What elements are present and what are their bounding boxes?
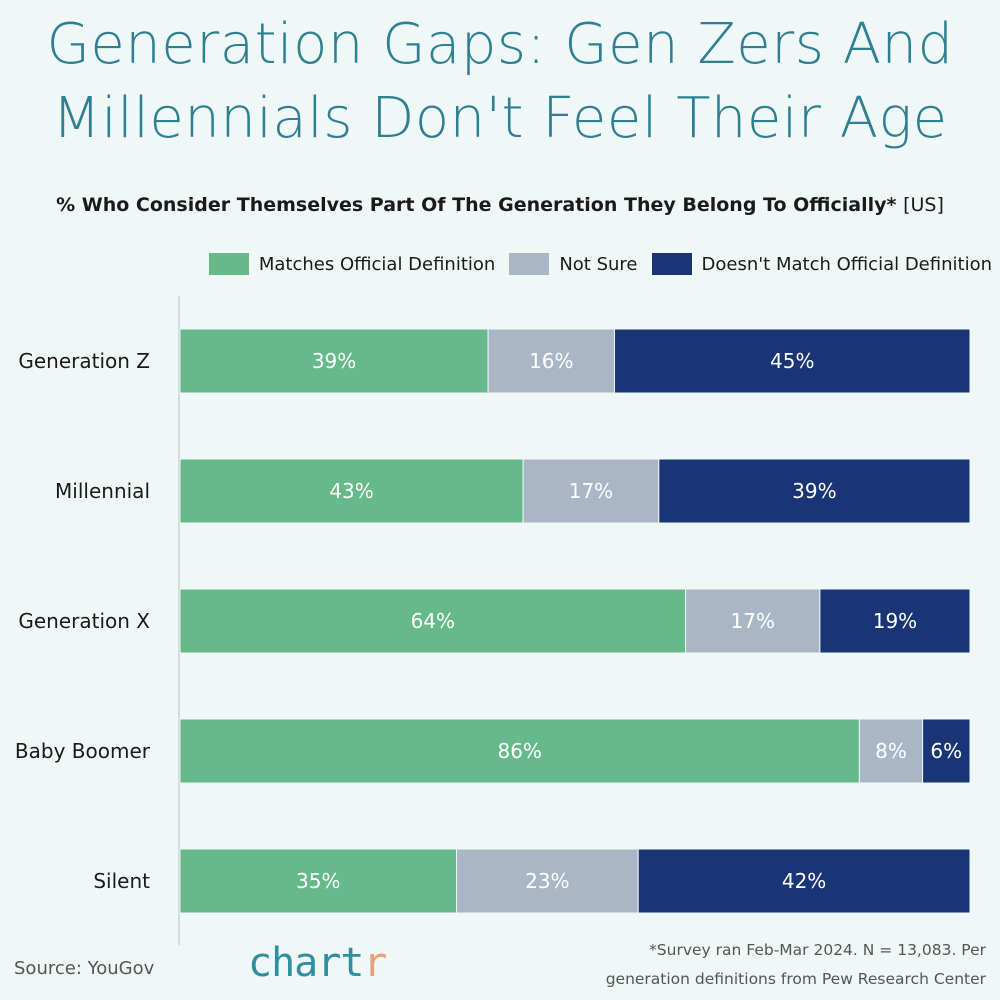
data-label: 8% xyxy=(875,739,907,763)
bar-segment xyxy=(179,328,489,394)
bar-segment xyxy=(637,848,971,914)
category-label: Baby Boomer xyxy=(15,739,151,763)
legend-label-0: Matches Official Definition xyxy=(258,253,496,275)
data-label: 64% xyxy=(411,609,455,633)
subtitle-text: % Who Consider Themselves Part Of The Ge… xyxy=(56,194,897,216)
bar-segment xyxy=(179,458,524,524)
title-line-1: Generation Gaps: Gen Zers And xyxy=(46,12,954,77)
category-label: Generation Z xyxy=(18,349,150,373)
data-label: 39% xyxy=(312,349,356,373)
legend-label-1: Not Sure xyxy=(559,253,638,275)
source-label: Source: YouGov xyxy=(14,958,155,979)
legend-label-2: Doesn't Match Official Definition xyxy=(701,253,993,275)
bar-segment xyxy=(179,588,687,654)
bar-segment xyxy=(487,328,616,394)
chartr-logo: chartr xyxy=(248,940,388,986)
data-label: 6% xyxy=(930,739,962,763)
data-label: 17% xyxy=(569,479,613,503)
bar-segment xyxy=(179,848,457,914)
chart-title: Generation Gaps: Gen Zers And Millennial… xyxy=(0,8,1000,156)
bar-segment xyxy=(456,848,639,914)
bar-segment xyxy=(922,718,971,784)
data-label: 17% xyxy=(731,609,775,633)
footnote: *Survey ran Feb-Mar 2024. N = 13,083. Pe… xyxy=(606,936,986,994)
category-label: Millennial xyxy=(55,479,150,503)
category-label: Silent xyxy=(93,869,150,893)
chart-subtitle: % Who Consider Themselves Part Of The Ge… xyxy=(0,194,1000,216)
legend-swatch-0 xyxy=(208,253,249,275)
subtitle-region: [US] xyxy=(903,194,944,216)
data-label: 43% xyxy=(329,479,373,503)
data-label: 39% xyxy=(792,479,836,503)
bar-segment xyxy=(614,328,971,394)
title-line-2: Millennials Don't Feel Their Age xyxy=(52,86,948,151)
category-label: Generation X xyxy=(18,609,150,633)
data-label: 45% xyxy=(770,349,814,373)
data-label: 42% xyxy=(782,869,826,893)
data-label: 23% xyxy=(525,869,569,893)
bar-segment xyxy=(658,458,971,524)
bar-segment xyxy=(522,458,660,524)
legend: Matches Official Definition Not Sure Doesn… xyxy=(195,253,992,275)
footnote-line-2: generation definitions from Pew Research… xyxy=(605,970,986,988)
legend-swatch-1 xyxy=(509,253,550,275)
bar-segment xyxy=(179,718,860,784)
data-label: 19% xyxy=(873,609,917,633)
data-label: 35% xyxy=(296,869,340,893)
bar-segment xyxy=(819,588,971,654)
data-label: 86% xyxy=(497,739,541,763)
legend-swatch-2 xyxy=(651,253,692,275)
bar-segment xyxy=(685,588,821,654)
footnote-line-1: *Survey ran Feb-Mar 2024. N = 13,083. Pe… xyxy=(649,941,986,959)
data-label: 16% xyxy=(529,349,573,373)
bar-segment xyxy=(858,718,924,784)
